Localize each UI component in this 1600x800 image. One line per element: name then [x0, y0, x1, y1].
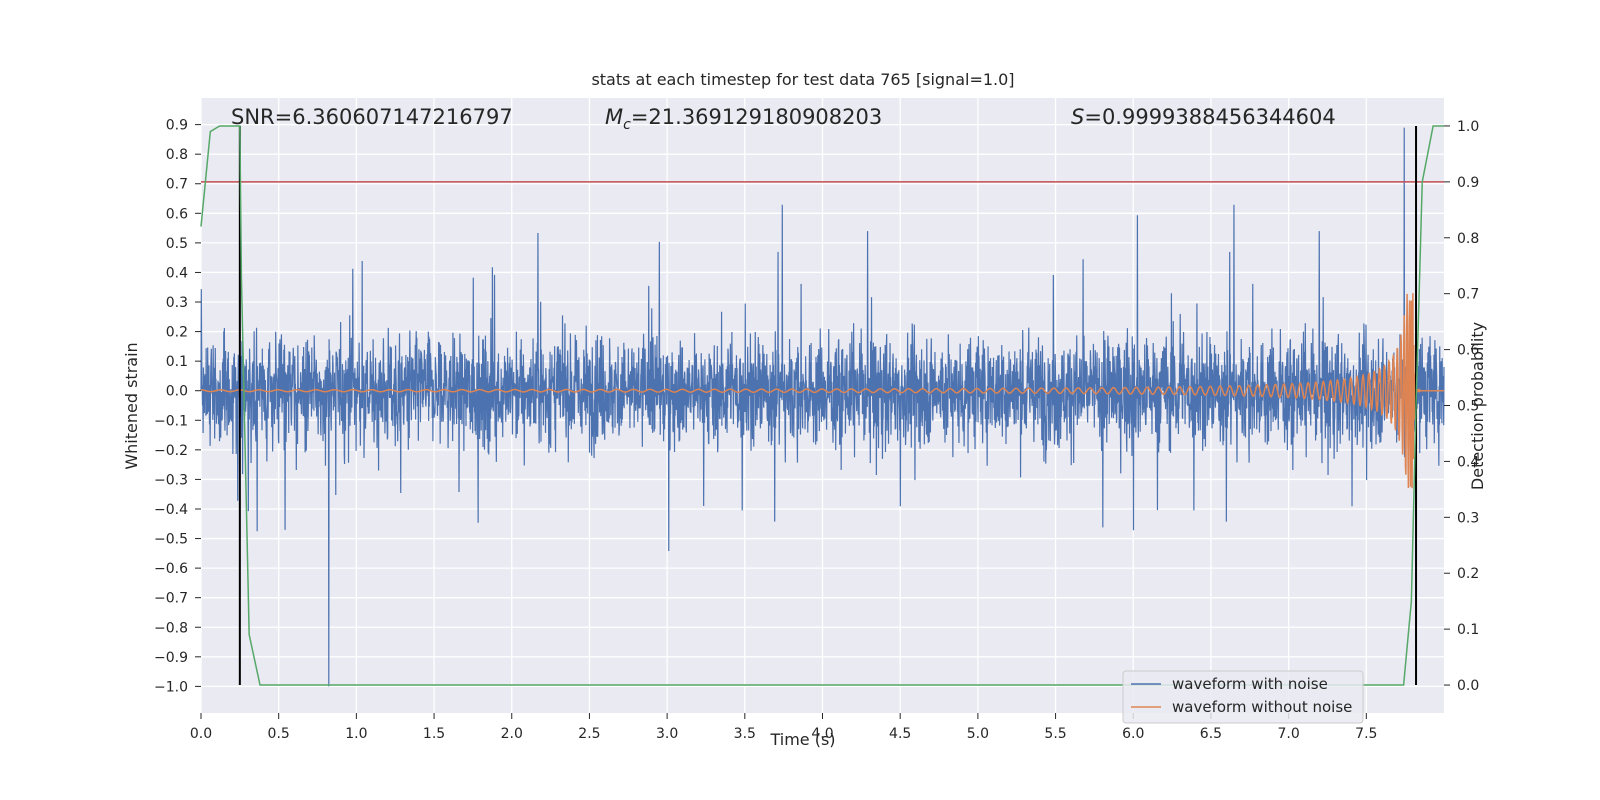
y2-tick-label: 0.0 [1457, 678, 1479, 694]
x-tick-label: 1.5 [423, 726, 445, 742]
y2-tick-label: 0.7 [1457, 287, 1479, 303]
y2-tick-label: 0.8 [1457, 231, 1479, 247]
series-waveform-with-noise [200, 127, 1445, 687]
x-tick-label: 0.5 [268, 726, 290, 742]
y-tick-label: −0.8 [154, 620, 188, 636]
y-tick-label: 0.5 [166, 236, 188, 252]
noise-trace [200, 127, 1445, 687]
x-tick-label: 3.0 [656, 726, 678, 742]
y2-tick-label: 0.3 [1457, 510, 1479, 526]
significance-symbol: S [1071, 105, 1084, 129]
chirp-mass-symbol: M [605, 105, 623, 129]
y-tick-label: −0.7 [154, 591, 188, 607]
significance-value: =0.9999388456344604 [1084, 105, 1335, 129]
y-tick-label: −0.4 [154, 502, 188, 518]
x-tick-label: 4.0 [811, 726, 833, 742]
y2-tick-label: 0.6 [1457, 343, 1479, 359]
x-tick-label: 3.5 [734, 726, 756, 742]
y-tick-label: 0.1 [166, 354, 188, 370]
chirp-mass-value: =21.369129180908203 [631, 105, 882, 129]
legend-box [1122, 670, 1364, 724]
y-tick-label: 0.7 [166, 177, 188, 193]
y-axis-ticks: −1.0 −0.9 −0.8 −0.7 −0.6 −0.5 −0.4 −0.3 −0.2 −0.1… [154, 118, 201, 695]
y-tick-label: 0.4 [166, 265, 188, 281]
series-detection-probability [200, 125, 1444, 686]
y-tick-label: 0.6 [166, 206, 188, 222]
y2-tick-label: 0.9 [1457, 175, 1479, 191]
chart-title: stats at each timestep for test data 765… [591, 70, 1014, 89]
x-tick-label: 7.0 [1277, 726, 1299, 742]
y-tick-label: −0.9 [154, 650, 188, 666]
y2-tick-label: 0.1 [1457, 622, 1479, 638]
x-tick-label: 5.5 [1044, 726, 1066, 742]
x-tick-label: 6.5 [1200, 726, 1222, 742]
y-tick-label: 0.2 [166, 325, 188, 341]
x-tick-label: 7.5 [1355, 726, 1377, 742]
significance-annotation: S=0.9999388456344604 [1071, 105, 1336, 129]
x-tick-label: 2.5 [578, 726, 600, 742]
x-tick-label: 2.0 [501, 726, 523, 742]
y2-axis-ticks: 0.0 0.1 0.2 0.3 0.4 0.5 0.6 0.7 0.8 0.9 1.0 [1444, 119, 1479, 694]
x-tick-label: 4.5 [889, 726, 911, 742]
y-tick-label: 0.8 [166, 147, 188, 163]
x-tick-label: 0.0 [190, 726, 212, 742]
y2-axis-label: Detection probability [1468, 322, 1487, 490]
legend-label-clean: waveform without noise [1172, 698, 1352, 716]
chirp-mass-annotation: Mc=21.369129180908203 [605, 105, 882, 133]
series-waveform-without-noise [200, 293, 1444, 489]
x-tick-label: 1.0 [345, 726, 367, 742]
x-tick-label: 6.0 [1122, 726, 1144, 742]
legend: waveform with noise waveform without noi… [1122, 670, 1364, 724]
y2-tick-label: 0.5 [1457, 399, 1479, 415]
x-axis-ticks: 0.0 0.5 1.0 1.5 2.0 2.5 3.0 3.5 4.0 4.5 5.0 5.5 6.0 6… [190, 713, 1377, 742]
y-tick-label: 0.0 [166, 384, 188, 400]
y-tick-label: −1.0 [154, 679, 188, 695]
legend-label-noise: waveform with noise [1172, 675, 1328, 693]
x-axis-label: Time (s) [769, 730, 835, 749]
x-tick-label: 5.0 [967, 726, 989, 742]
chirp-mass-subscript: c [623, 117, 631, 133]
y-axis-label: Whitened strain [122, 342, 141, 469]
y-tick-label: 0.3 [166, 295, 188, 311]
y2-tick-label: 0.2 [1457, 566, 1479, 582]
y2-tick-label: 1.0 [1457, 119, 1479, 135]
y-tick-label: −0.1 [154, 413, 188, 429]
snr-annotation: SNR=6.360607147216797 [231, 105, 513, 129]
y-tick-label: −0.2 [154, 443, 188, 459]
y-tick-label: −0.3 [154, 472, 188, 488]
y-tick-label: −0.5 [154, 532, 188, 548]
y-tick-label: 0.9 [166, 118, 188, 134]
y-tick-label: −0.6 [154, 561, 188, 577]
y2-tick-label: 0.4 [1457, 454, 1479, 470]
